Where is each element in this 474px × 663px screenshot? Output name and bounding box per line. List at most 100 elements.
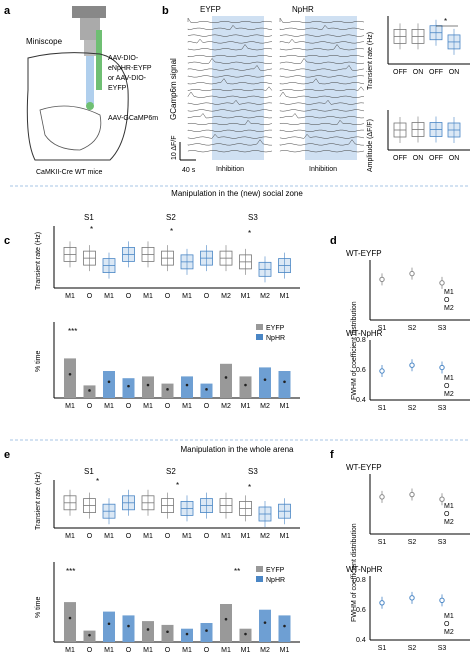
bar [200, 623, 213, 642]
tick-label: O [204, 293, 210, 300]
calcium-trace [187, 129, 273, 132]
tick-label: O [126, 293, 132, 300]
panel-label-f: f [330, 449, 334, 461]
f-ytick-04: 0.4 [356, 637, 366, 644]
d-legend-o: O [444, 297, 450, 304]
bar [239, 376, 252, 398]
e-star-3: * [248, 483, 251, 492]
calcium-trace [187, 113, 273, 119]
tick-label: O [165, 647, 171, 654]
c-legend-nphr-swatch [256, 334, 263, 340]
d-top-points [379, 267, 445, 289]
mean-point [409, 491, 415, 498]
tick-label: S1 [378, 405, 387, 412]
calcium-trace [187, 99, 273, 105]
tick-label: ON [413, 69, 424, 76]
virus-label-4: EYFP [108, 85, 127, 92]
calcium-trace [187, 139, 273, 146]
c-session-s2: S2 [166, 213, 176, 222]
calcium-trace [279, 139, 365, 146]
tick-label: S3 [438, 645, 447, 652]
bar-point [283, 380, 286, 384]
e-star-2: * [176, 481, 179, 490]
bar-point [127, 384, 130, 388]
virus-label-2: eNpHR-EYFP [108, 65, 152, 72]
mean-point [379, 276, 385, 283]
e-legend-eyfp-swatch [256, 566, 263, 572]
tick-label: OFF [429, 155, 443, 162]
panel-c: S1 S2 S3 Transient rate (Hz) * * * M1 O M1… [35, 213, 300, 410]
amplitude-ylabel-b: Amplitude (ΔF/F) [367, 119, 374, 172]
bar-point [127, 624, 130, 628]
panel-b-stats: Transient rate (Hz) * OFF ON OFF ON Amplitu… [367, 16, 470, 172]
panel-e: S1 S2 S3 Transient rate (Hz) * * * M1 O M1… [35, 467, 300, 654]
inhibition-shade-nphr [305, 16, 357, 160]
tick-label: M1 [104, 647, 114, 654]
calcium-trace [279, 34, 365, 37]
calcium-trace [187, 57, 273, 64]
bar [103, 611, 115, 642]
c-time-bars [64, 358, 291, 398]
f-legend-m2: M2 [444, 519, 454, 526]
tick-label: S1 [378, 539, 387, 546]
bar-point [107, 622, 111, 626]
calcium-trace [279, 17, 365, 24]
tick-label: O [165, 533, 171, 540]
e-star-bottom: *** [66, 567, 75, 576]
c-time-ylabel: % time [35, 351, 42, 373]
e-legend-nphr: NpHR [266, 577, 285, 584]
tick-label: M1 [241, 533, 251, 540]
tick-label: M1 [104, 533, 114, 540]
panel-label-a: a [4, 5, 11, 17]
f-bottom-points [379, 591, 445, 609]
calcium-trace [279, 24, 365, 30]
panel-label-b: b [162, 5, 169, 17]
bar [161, 383, 174, 398]
tick-label: M2 [260, 403, 270, 410]
panel-label-c: c [4, 235, 10, 247]
f-ytick-06: 0.6 [356, 607, 366, 614]
tick-label: M1 [143, 403, 153, 410]
tick-label: S1 [378, 325, 387, 332]
inhibition-label-nphr: Inhibition [309, 166, 337, 173]
tick-label: ON [449, 69, 460, 76]
injection-site [86, 102, 94, 110]
c-session-s3: S3 [248, 213, 258, 222]
mouse-label: CaMKII-Cre WT mice [36, 169, 102, 176]
d-bottom-points [379, 359, 445, 377]
tick-label: M1 [280, 403, 290, 410]
e-legend-nphr-swatch [256, 576, 263, 582]
mean-point [409, 270, 415, 277]
e-session-s2: S2 [166, 467, 176, 476]
bar [220, 604, 232, 642]
tick-label: M1 [280, 293, 290, 300]
transient-ylabel-b: Transient rate (Hz) [367, 32, 374, 90]
mean-point [439, 280, 445, 286]
traces-eyfp [187, 17, 273, 153]
calcium-trace [187, 54, 273, 58]
tick-label: M2 [221, 403, 231, 410]
panel-label-d: d [330, 235, 337, 247]
inhibition-shade-eyfp [212, 16, 264, 160]
bar-point [283, 624, 286, 628]
d-ytick-08: 0.8 [356, 337, 366, 344]
f-xticks-top: S1 S2 S3 [378, 539, 447, 546]
tick-label: S3 [438, 405, 447, 412]
f-ylabel: FWHM of coefficient distribution [351, 523, 358, 622]
d-xticks-bottom: S1 S2 S3 [378, 405, 447, 412]
calcium-trace [279, 75, 365, 78]
e-time-ylabel: % time [35, 597, 42, 619]
tick-label: M1 [65, 293, 75, 300]
f-legend-o: O [444, 511, 450, 518]
tick-label: M2 [221, 293, 231, 300]
calcium-trace [279, 91, 365, 98]
tick-label: S3 [438, 325, 447, 332]
tick-label: M2 [260, 647, 270, 654]
tick-label: M1 [280, 533, 290, 540]
divider-text-2: Manipulation in the whole arena [181, 445, 295, 454]
calcium-trace [279, 113, 365, 119]
d-ylabel: FWHM of coefficient distribution [351, 301, 358, 400]
calcium-trace [279, 99, 365, 105]
inhibition-label-eyfp: Inhibition [216, 166, 244, 173]
bar-point [224, 376, 228, 379]
